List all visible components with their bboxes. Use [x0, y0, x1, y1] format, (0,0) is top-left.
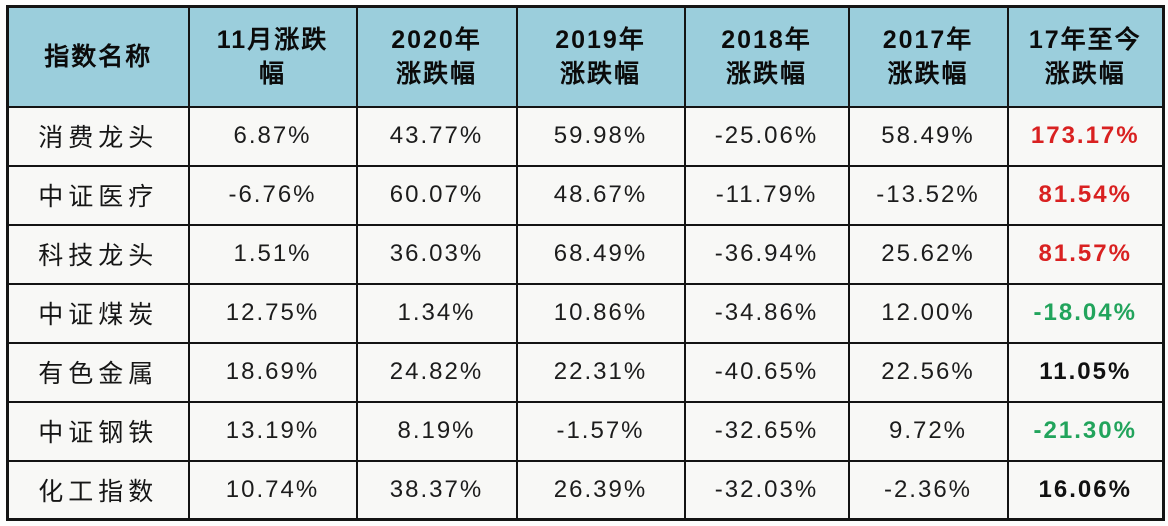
cumulative-return-cell: 16.06% [1006, 459, 1165, 521]
column-header-1: 11月涨跌幅 [187, 5, 358, 108]
return-value-cell: 22.56% [847, 341, 1009, 403]
cumulative-return-cell: -18.04% [1006, 282, 1165, 344]
return-value-cell: 59.98% [515, 105, 686, 167]
table-row: 消费龙头 6.87% 43.77% 59.98% -25.06% 58.49% 173.17… [6, 105, 1165, 167]
return-value-cell: 1.34% [355, 282, 518, 344]
table-header-row: 指数名称 11月涨跌幅 2020年 涨跌幅 2019年 涨跌幅 2018年 涨跌幅 2017年涨… [6, 5, 1165, 108]
index-name-cell: 中证医疗 [6, 164, 190, 226]
column-header-line2: 涨跌幅 [559, 59, 641, 88]
column-header-line1: 11月涨跌 [216, 25, 329, 54]
return-value-cell: 6.87% [187, 105, 358, 167]
index-name-cell: 中证钢铁 [6, 400, 190, 462]
return-value-cell: 38.37% [355, 459, 518, 521]
column-header-5: 2017年涨跌幅 [847, 5, 1009, 108]
column-header-line2: 涨跌幅 [395, 59, 477, 88]
return-value-cell: 48.67% [515, 164, 686, 226]
return-value-cell: 25.62% [847, 223, 1009, 285]
return-value-cell: 13.19% [187, 400, 358, 462]
return-value-cell: -32.03% [683, 459, 850, 521]
index-returns-table: 指数名称 11月涨跌幅 2020年 涨跌幅 2019年 涨跌幅 2018年 涨跌幅 2017年涨… [6, 5, 1165, 521]
return-value-cell: 8.19% [355, 400, 518, 462]
table-row: 有色金属 18.69% 24.82% 22.31% -40.65% 22.56% 11.05… [6, 341, 1165, 403]
column-header-line2: 涨跌幅 [725, 59, 807, 88]
return-value-cell: 43.77% [355, 105, 518, 167]
column-header-0: 指数名称 [6, 5, 190, 108]
column-header-line1: 2019年 [555, 25, 646, 54]
return-value-cell: 9.72% [847, 400, 1009, 462]
return-value-cell: -1.57% [515, 400, 686, 462]
return-value-cell: -13.52% [847, 164, 1009, 226]
index-name-cell: 化工指数 [6, 459, 190, 521]
column-header-line1: 17年至今 [1028, 25, 1142, 54]
return-value-cell: 58.49% [847, 105, 1009, 167]
return-value-cell: 12.75% [187, 282, 358, 344]
return-value-cell: 68.49% [515, 223, 686, 285]
return-value-cell: -40.65% [683, 341, 850, 403]
return-value-cell: -2.36% [847, 459, 1009, 521]
return-value-cell: 1.51% [187, 223, 358, 285]
return-value-cell: 36.03% [355, 223, 518, 285]
return-value-cell: 24.82% [355, 341, 518, 403]
column-header-line1: 2018年 [721, 25, 812, 54]
column-header-line2: 涨跌幅 [887, 59, 969, 88]
return-value-cell: 60.07% [355, 164, 518, 226]
column-header-line1: 2017年 [882, 25, 974, 54]
column-header-6: 17年至今涨跌幅 [1006, 5, 1165, 108]
column-header-line2: 幅 [258, 59, 286, 88]
table-row: 中证钢铁 13.19% 8.19% -1.57% -32.65% 9.72% -21.30% [6, 400, 1165, 462]
return-value-cell: 18.69% [187, 341, 358, 403]
return-value-cell: -11.79% [683, 164, 850, 226]
return-value-cell: -36.94% [683, 223, 850, 285]
index-name-cell: 有色金属 [6, 341, 190, 403]
index-name-cell: 消费龙头 [6, 105, 190, 167]
return-value-cell: 10.86% [515, 282, 686, 344]
return-value-cell: 22.31% [515, 341, 686, 403]
return-value-cell: 26.39% [515, 459, 686, 521]
cumulative-return-cell: 173.17% [1006, 105, 1165, 167]
column-header-line1: 2020年 [391, 25, 482, 54]
table-row: 科技龙头 1.51% 36.03% 68.49% -36.94% 25.62% 81.57% [6, 223, 1165, 285]
cumulative-return-cell: -21.30% [1006, 400, 1165, 462]
cumulative-return-cell: 81.57% [1006, 223, 1165, 285]
return-value-cell: -6.76% [187, 164, 358, 226]
column-header-2: 2020年涨跌幅 [355, 5, 518, 108]
column-header-line2: 涨跌幅 [1044, 59, 1126, 88]
index-name-cell: 科技龙头 [6, 223, 190, 285]
index-name-cell: 中证煤炭 [6, 282, 190, 344]
cumulative-return-cell: 11.05% [1006, 341, 1165, 403]
return-value-cell: -32.65% [683, 400, 850, 462]
column-header-3: 2019年涨跌幅 [515, 5, 686, 108]
cumulative-return-cell: 81.54% [1006, 164, 1165, 226]
return-value-cell: 10.74% [187, 459, 358, 521]
return-value-cell: -25.06% [683, 105, 850, 167]
table-row: 中证医疗 -6.76% 60.07% 48.67% -11.79% -13.52% 81.5… [6, 164, 1165, 226]
table-row: 中证煤炭 12.75% 1.34% 10.86% -34.86% 12.00% -18.04… [6, 282, 1165, 344]
return-value-cell: 12.00% [847, 282, 1009, 344]
column-header-4: 2018年涨跌幅 [683, 5, 850, 108]
table-row: 化工指数 10.74% 38.37% 26.39% -32.03% -2.36% 16.06… [6, 459, 1165, 521]
return-value-cell: -34.86% [683, 282, 850, 344]
column-header-line1: 指数名称 [44, 42, 153, 71]
